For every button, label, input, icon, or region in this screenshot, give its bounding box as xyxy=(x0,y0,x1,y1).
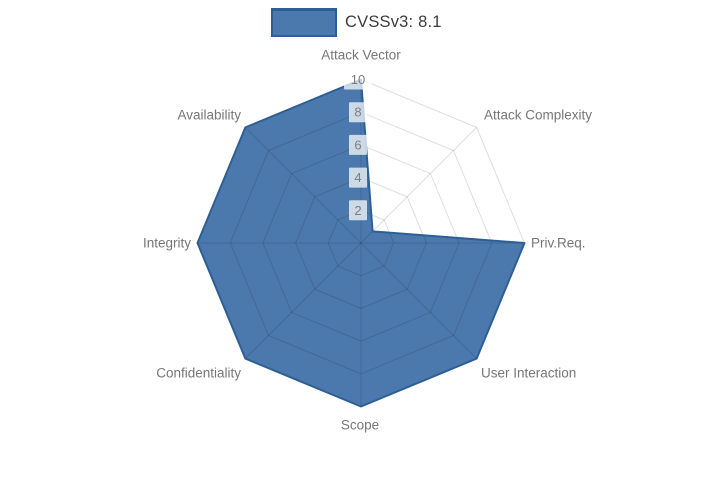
data-polygon-outline xyxy=(196,78,526,408)
radial-tick-backdrop xyxy=(344,69,372,90)
axis-category-label: Integrity xyxy=(143,236,191,251)
radial-tick-label: 2 xyxy=(354,203,361,218)
radial-tick-label: 6 xyxy=(354,137,361,152)
legend-swatch xyxy=(271,8,337,37)
radial-tick-backdrop xyxy=(349,167,367,188)
axis-spoke xyxy=(245,242,362,359)
axis-category-label: Priv.Req. xyxy=(531,236,586,251)
axis-category-label: User Interaction xyxy=(481,366,576,381)
grid-ring xyxy=(262,144,460,342)
axis-category-label: Availability xyxy=(177,108,241,123)
axis-spoke xyxy=(360,242,477,359)
axis-spoke xyxy=(245,127,362,244)
grid-ring xyxy=(229,111,493,375)
grid-ring xyxy=(327,209,395,277)
axis-category-label: Attack Vector xyxy=(321,48,401,63)
radial-tick-label: 10 xyxy=(351,72,365,87)
grid-ring xyxy=(295,177,427,309)
radial-tick-backdrop xyxy=(349,134,367,155)
axis-category-label: Scope xyxy=(341,418,379,433)
radial-tick-label: 4 xyxy=(354,170,361,185)
axis-category-label: Attack Complexity xyxy=(484,108,592,123)
data-polygon-fill xyxy=(197,79,525,407)
axis-spoke xyxy=(360,127,477,244)
radial-tick-backdrop xyxy=(349,200,367,221)
axis-category-label: Confidentiality xyxy=(156,366,241,381)
radial-tick-backdrop xyxy=(349,102,367,123)
radial-tick-label: 8 xyxy=(354,105,361,120)
legend-item[interactable]: CVSSv3: 8.1 xyxy=(271,8,442,37)
legend-label: CVSSv3: 8.1 xyxy=(345,13,442,31)
